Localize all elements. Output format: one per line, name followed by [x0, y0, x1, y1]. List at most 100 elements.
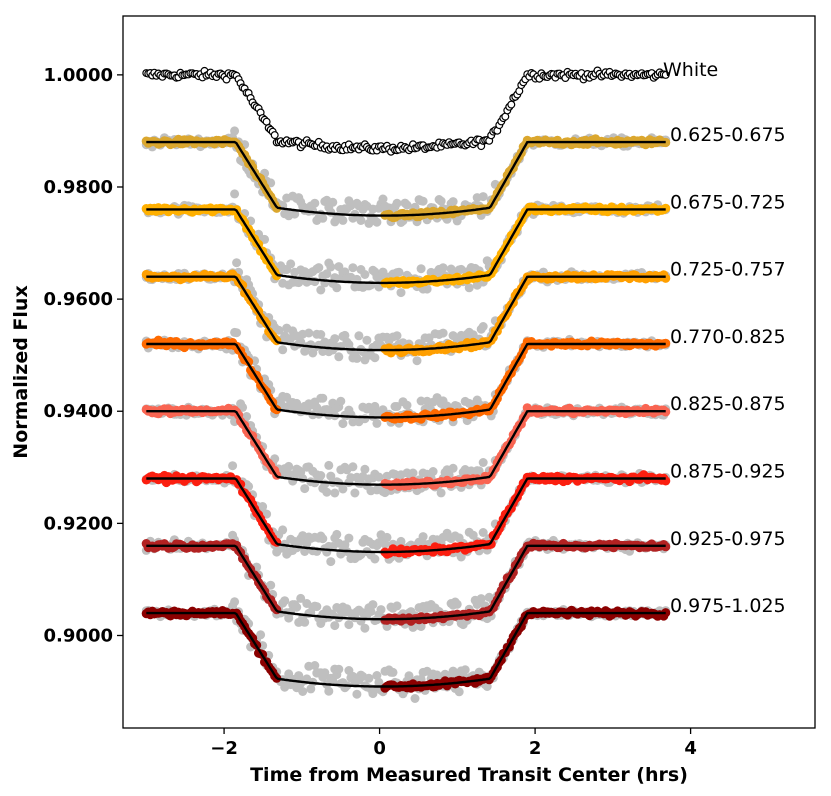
residual-point	[368, 600, 378, 610]
residual-point	[412, 356, 422, 366]
residual-point	[300, 617, 310, 627]
series-1	[141, 126, 671, 228]
residual-point	[402, 400, 412, 410]
y-tick-label: 0.9600	[44, 289, 113, 310]
residual-point	[330, 334, 340, 344]
residual-point	[286, 259, 296, 269]
series-label: 0.925-0.975	[670, 528, 786, 550]
y-axis-title: Normalized Flux	[10, 285, 32, 458]
residual-point	[348, 263, 358, 273]
residual-point	[314, 263, 324, 273]
residual-point	[394, 267, 404, 277]
residual-point	[454, 687, 464, 697]
residual-point	[382, 532, 392, 542]
residual-point	[328, 197, 338, 207]
y-tick-label: 0.9000	[44, 625, 113, 646]
residual-point	[438, 263, 448, 273]
residual-point	[418, 196, 428, 206]
residual-point	[408, 468, 418, 478]
data-point	[270, 131, 279, 140]
residual-point	[310, 198, 320, 208]
residual-point	[318, 534, 328, 544]
residual-point	[318, 393, 328, 403]
series-3	[141, 258, 671, 366]
series-label: 0.875-0.925	[670, 461, 786, 483]
series-2	[141, 189, 671, 298]
residual-point	[362, 335, 372, 345]
x-tick-label: 2	[529, 738, 542, 759]
residual-point	[332, 283, 342, 293]
x-tick-label: −2	[210, 738, 238, 759]
y-tick-label: 0.9800	[44, 177, 113, 198]
residual-point	[344, 533, 354, 543]
residual-point	[478, 322, 488, 331]
residual-point	[372, 418, 382, 428]
legend-labels: White 0.625-0.675 0.675-0.725 0.725-0.757 0.…	[663, 59, 786, 617]
series-4	[141, 327, 671, 429]
residual-point	[348, 462, 358, 472]
residual-point	[372, 217, 382, 227]
residual-point	[402, 200, 412, 210]
residual-point	[330, 621, 340, 631]
residual-point	[318, 213, 328, 223]
residual-point	[392, 198, 402, 208]
residual-point	[370, 554, 380, 564]
residual-point	[352, 353, 362, 363]
residual-point	[410, 694, 420, 703]
series-label: 0.770-0.825	[670, 326, 786, 348]
residual-point	[360, 623, 370, 633]
residual-point	[436, 488, 446, 498]
residual-point	[364, 673, 374, 683]
residual-point	[298, 687, 308, 696]
residual-point	[360, 270, 370, 279]
residual-point	[326, 262, 336, 272]
residual-point	[338, 419, 348, 429]
residual-point	[422, 284, 432, 294]
data-point	[507, 100, 516, 109]
residual-point	[344, 620, 354, 630]
residual-point	[360, 414, 370, 424]
residual-point	[316, 330, 326, 339]
residual-point	[232, 328, 242, 338]
residual-point	[312, 602, 322, 612]
residual-point	[356, 216, 366, 225]
residual-point	[388, 667, 398, 677]
residual-point	[416, 264, 426, 274]
residual-point	[230, 126, 240, 136]
x-tick-label: 4	[684, 738, 697, 759]
residual-point	[352, 689, 362, 699]
residual-point	[322, 487, 332, 497]
residual-point	[324, 460, 334, 470]
residual-point	[478, 192, 488, 202]
residual-point	[334, 664, 344, 674]
residual-point	[354, 331, 364, 341]
residual-point	[436, 196, 446, 206]
residual-point	[292, 602, 302, 612]
residual-point	[378, 194, 388, 204]
x-tick-label: 0	[373, 738, 386, 759]
residual-point	[324, 686, 334, 696]
residual-point	[290, 209, 300, 219]
residual-point	[304, 328, 314, 338]
residual-point	[392, 601, 402, 611]
data-point	[661, 273, 671, 283]
residual-point	[334, 352, 344, 362]
y-tick-label: 0.9400	[44, 401, 113, 422]
residual-point	[392, 331, 402, 341]
residual-point	[460, 665, 470, 675]
residual-point	[360, 464, 370, 474]
residual-point	[280, 596, 290, 606]
residual-point	[278, 345, 288, 355]
residual-point	[230, 189, 240, 199]
residual-point	[428, 467, 438, 476]
y-tick-label: 1.0000	[44, 65, 113, 86]
residual-point	[300, 484, 310, 494]
residual-point	[452, 599, 462, 609]
residual-point	[284, 461, 294, 471]
residual-point	[370, 353, 380, 363]
residual-point	[322, 269, 332, 279]
series-label: White	[663, 59, 718, 81]
model-line	[146, 140, 666, 217]
